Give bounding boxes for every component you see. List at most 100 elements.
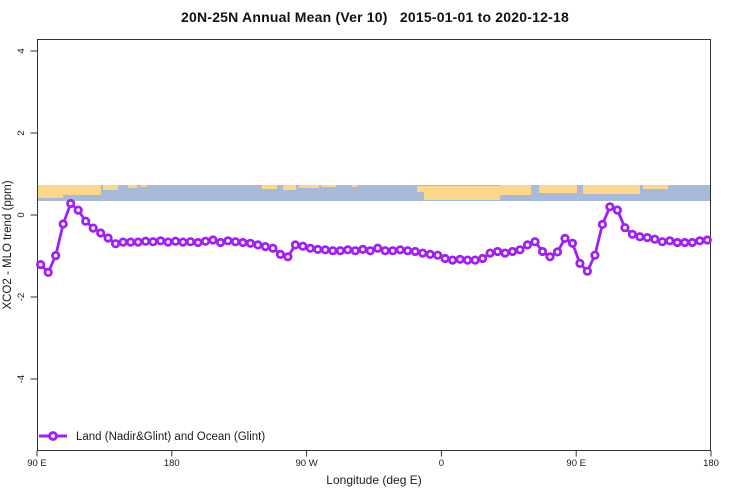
- data-point: [560, 233, 570, 243]
- data-point: [208, 235, 218, 245]
- data-point: [695, 236, 705, 246]
- data-point: [447, 255, 458, 265]
- data-point: [215, 237, 226, 248]
- data-point: [642, 233, 652, 243]
- data-point: [582, 266, 593, 276]
- data-point: [193, 237, 203, 248]
- data-point: [395, 245, 405, 255]
- x-tick-label: 90 E: [27, 458, 47, 469]
- land-patch: [643, 185, 668, 189]
- data-point: [545, 252, 555, 262]
- data-point: [410, 246, 420, 257]
- data-point: [418, 248, 428, 258]
- data-point: [485, 248, 495, 258]
- data-point: [627, 229, 638, 239]
- data-point: [462, 255, 473, 265]
- latitude-map-band: [37, 185, 711, 201]
- data-point: [133, 237, 143, 247]
- y-tick-label: 0: [16, 212, 27, 217]
- data-point: [148, 237, 158, 247]
- data-point: [223, 236, 233, 246]
- data-point: [260, 242, 270, 252]
- x-tick-label: 180: [164, 458, 180, 469]
- axis-ticks: 90 E 180 90 W 0 90 E 180 -4 -2 0 2 4: [16, 48, 719, 469]
- legend-marker-icon: [48, 431, 58, 441]
- data-point: [111, 239, 121, 249]
- data-point: [650, 234, 660, 244]
- data-point: [245, 238, 255, 248]
- x-tick-label: 0: [439, 458, 444, 469]
- plot-box: [37, 39, 711, 451]
- data-point: [178, 237, 188, 247]
- land-patch: [424, 186, 500, 200]
- land-patch: [37, 195, 63, 198]
- data-point: [612, 205, 623, 215]
- data-point: [477, 253, 488, 264]
- data-point: [455, 254, 465, 264]
- data-point: [380, 246, 390, 256]
- data-point: [253, 240, 263, 250]
- data-point: [305, 243, 315, 253]
- data-point: [522, 240, 533, 250]
- data-point: [590, 250, 600, 260]
- data-point: [126, 237, 136, 247]
- y-tick-label: -2: [16, 293, 27, 301]
- data-point: [605, 202, 615, 212]
- data-point: [350, 246, 360, 256]
- data-point: [343, 245, 353, 255]
- data-point: [283, 252, 293, 262]
- data-point: [388, 246, 398, 256]
- data-point: [36, 259, 46, 270]
- land-patch: [37, 185, 101, 195]
- data-point: [702, 235, 712, 245]
- data-point: [470, 255, 480, 265]
- land-patch: [141, 185, 147, 187]
- data-point: [515, 245, 525, 255]
- data-point: [597, 219, 608, 229]
- data-point: [230, 237, 241, 247]
- data-point: [141, 236, 151, 246]
- data-point: [200, 236, 211, 246]
- data-point: [163, 237, 173, 247]
- x-tick-label: 90 W: [296, 458, 318, 469]
- data-point: [365, 246, 375, 256]
- y-tick-label: -4: [16, 375, 27, 383]
- land-patch: [103, 185, 118, 190]
- data-point: [433, 250, 443, 260]
- data-point: [290, 240, 300, 250]
- data-point: [672, 237, 682, 248]
- data-point: [103, 233, 113, 243]
- data-point: [88, 223, 98, 233]
- data-point: [567, 238, 578, 248]
- data-point: [507, 246, 518, 257]
- data-point: [665, 236, 675, 246]
- land-patch: [500, 185, 531, 195]
- x-tick-label: 180: [703, 458, 719, 469]
- data-point: [657, 237, 667, 247]
- land-patch: [539, 185, 577, 193]
- data-point: [170, 236, 181, 246]
- data-point: [298, 241, 308, 251]
- data-point: [680, 237, 690, 248]
- data-point: [358, 244, 368, 254]
- land-patch: [321, 185, 336, 187]
- data-point: [552, 247, 563, 257]
- data-point: [81, 216, 91, 226]
- land-patch: [417, 186, 427, 192]
- land-patch: [128, 185, 137, 188]
- data-point: [530, 237, 540, 247]
- data-point: [66, 198, 76, 209]
- data-point: [620, 223, 630, 233]
- chart-title: 20N-25N Annual Mean (Ver 10) 2015-01-01 …: [181, 9, 569, 25]
- data-point: [185, 237, 196, 247]
- data-point: [275, 249, 285, 259]
- x-axis-label: Longitude (deg E): [326, 473, 421, 487]
- land-patch: [262, 185, 277, 189]
- y-axis-label: XCO2 - MLO trend (ppm): [2, 180, 14, 309]
- land-patch: [583, 185, 640, 194]
- data-point: [238, 237, 248, 248]
- data-point: [156, 236, 166, 246]
- data-point: [635, 232, 645, 242]
